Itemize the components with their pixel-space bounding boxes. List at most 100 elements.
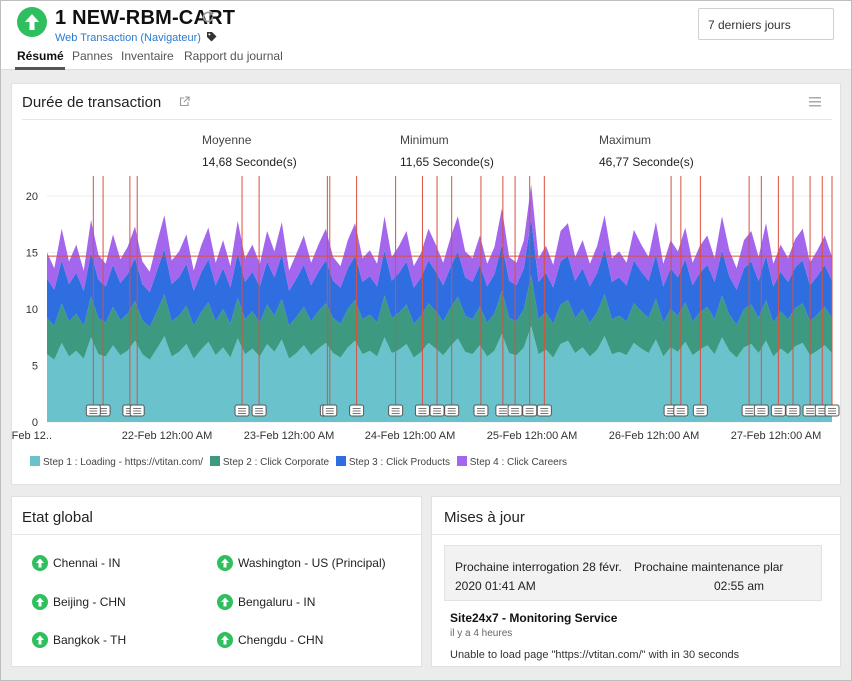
- stat-minimum: Minimum 11,65 Seconde(s): [400, 133, 494, 169]
- event-marker-icon[interactable]: [770, 404, 786, 417]
- panel-title: Etat global: [22, 509, 93, 526]
- transaction-duration-chart[interactable]: 0 5 10 15 20 -Feb 12.. 22-Feb 12h:00 AM 23-Feb …: [12, 174, 840, 444]
- event-marker-icon[interactable]: [692, 404, 708, 417]
- legend-item-step4[interactable]: Step 4 : Click Careers: [456, 456, 568, 468]
- event-marker-icon[interactable]: [251, 404, 267, 417]
- location-name: Washington - US (Principal): [238, 556, 386, 570]
- divider: [12, 534, 421, 535]
- legend-swatch: [456, 456, 467, 466]
- next-poll-line2: 2020 01:41 AM: [455, 579, 536, 593]
- tag-icon[interactable]: [206, 31, 217, 42]
- divider: [432, 534, 840, 535]
- x-tick-label: 22-Feb 12h:00 AM: [122, 430, 213, 442]
- refresh-icon[interactable]: [201, 10, 215, 24]
- x-tick-label: 23-Feb 12h:00 AM: [244, 430, 335, 442]
- period-select[interactable]: 7 derniers jours: [698, 8, 834, 40]
- stat-average: Moyenne 14,68 Seconde(s): [202, 133, 297, 169]
- location-chengdu[interactable]: Chengdu - CHN: [217, 632, 323, 648]
- next-maintenance-line1: Prochaine maintenance plar: [634, 560, 784, 574]
- legend-item-step1[interactable]: Step 1 : Loading - https://vtitan.com/: [30, 456, 203, 468]
- event-marker-icon[interactable]: [85, 404, 101, 417]
- location-bangkok[interactable]: Bangkok - TH: [32, 632, 126, 648]
- next-poll: Prochaine interrogation 28 févr. 2020 01…: [455, 558, 630, 596]
- next-maintenance: Prochaine maintenance plar 02:55 am: [634, 558, 819, 596]
- event-marker-icon[interactable]: [129, 404, 145, 417]
- y-tick-label: 20: [26, 191, 38, 203]
- event-marker-icon[interactable]: [673, 404, 689, 417]
- status-up-icon: [217, 594, 233, 610]
- update-title: Site24x7 - Monitoring Service: [450, 611, 618, 625]
- next-poll-line1: Prochaine interrogation 28 févr.: [455, 560, 622, 574]
- event-marker-icon[interactable]: [753, 404, 769, 417]
- y-tick-label: 10: [26, 304, 38, 316]
- panel-title: Durée de transaction: [22, 94, 162, 111]
- status-up-icon: [32, 632, 48, 648]
- event-marker-icon[interactable]: [234, 404, 250, 417]
- active-tab-indicator: [15, 67, 65, 70]
- area-series-step1: [47, 325, 832, 422]
- event-marker-icon[interactable]: [414, 404, 430, 417]
- y-tick-label: 0: [32, 417, 38, 429]
- monitor-header: 1 NEW-RBM-CART Web Transaction (Navigate…: [1, 1, 851, 70]
- event-marker-icon[interactable]: [473, 404, 489, 417]
- stat-label: Minimum: [400, 133, 449, 147]
- tab-rapport-journal[interactable]: Rapport du journal: [184, 49, 283, 63]
- panel-title: Mises à jour: [444, 509, 525, 526]
- stat-value: 46,77 Seconde(s): [599, 155, 694, 169]
- legend-item-step3[interactable]: Step 3 : Click Products: [335, 456, 450, 468]
- status-up-icon: [32, 594, 48, 610]
- updates-panel: Mises à jour Prochaine interrogation 28 …: [431, 496, 841, 667]
- chart-legend: Step 1 : Loading - https://vtitan.com/ S…: [30, 456, 571, 468]
- monitor-title: 1 NEW-RBM-CART: [55, 7, 236, 29]
- event-marker-icon[interactable]: [522, 404, 538, 417]
- event-marker-icon[interactable]: [507, 404, 523, 417]
- stat-value: 14,68 Seconde(s): [202, 155, 297, 169]
- menu-icon[interactable]: [809, 97, 821, 107]
- global-status-panel: Etat global Chennai - IN Washington - US…: [11, 496, 422, 667]
- location-name: Bangkok - TH: [53, 633, 127, 647]
- transaction-duration-panel: Durée de transaction Moyenne 14,68 Secon…: [11, 83, 841, 485]
- update-message: Unable to load page "https://vtitan.com/…: [450, 649, 740, 661]
- location-washington[interactable]: Washington - US (Principal): [217, 555, 386, 571]
- event-marker-icon[interactable]: [824, 404, 840, 417]
- update-timestamp: il y a 4 heures: [450, 628, 513, 639]
- next-maintenance-line2: 02:55 am: [714, 579, 765, 593]
- tab-resume[interactable]: Résumé: [17, 49, 64, 63]
- event-marker-icon[interactable]: [429, 404, 445, 417]
- legend-label: Step 3 : Click Products: [348, 457, 450, 468]
- event-marker-icon[interactable]: [802, 404, 818, 417]
- x-tick-label: -Feb 12..: [12, 430, 52, 442]
- x-tick-label: 27-Feb 12h:00 AM: [731, 430, 822, 442]
- stat-value: 11,65 Seconde(s): [400, 155, 494, 169]
- monitor-type-link[interactable]: Web Transaction (Navigateur): [55, 32, 201, 44]
- y-tick-label: 5: [32, 361, 38, 373]
- divider: [22, 119, 832, 120]
- location-beijing[interactable]: Beijing - CHN: [32, 594, 126, 610]
- event-marker-icon[interactable]: [495, 404, 511, 417]
- location-chennai[interactable]: Chennai - IN: [32, 555, 120, 571]
- event-marker-icon[interactable]: [349, 404, 365, 417]
- location-name: Chennai - IN: [53, 556, 121, 570]
- location-bengaluru[interactable]: Bengaluru - IN: [217, 594, 315, 610]
- event-marker-icon[interactable]: [785, 404, 801, 417]
- status-up-icon: [32, 555, 48, 571]
- stat-maximum: Maximum 46,77 Seconde(s): [599, 133, 694, 169]
- area-series-step3: [47, 218, 832, 328]
- legend-swatch: [335, 456, 346, 466]
- area-series-step4: [47, 184, 832, 292]
- legend-label: Step 4 : Click Careers: [469, 457, 568, 468]
- schedule-box: Prochaine interrogation 28 févr. 2020 01…: [444, 545, 822, 601]
- event-marker-icon[interactable]: [388, 404, 404, 417]
- event-marker-icon[interactable]: [322, 404, 338, 417]
- legend-swatch: [209, 456, 220, 466]
- tab-inventaire[interactable]: Inventaire: [121, 49, 174, 63]
- location-name: Chengdu - CHN: [238, 633, 324, 647]
- x-tick-label: 25-Feb 12h:00 AM: [487, 430, 578, 442]
- event-marker-icon[interactable]: [444, 404, 460, 417]
- event-marker-icon[interactable]: [536, 404, 552, 417]
- tab-pannes[interactable]: Pannes: [72, 49, 113, 63]
- legend-item-step2[interactable]: Step 2 : Click Corporate: [209, 456, 329, 468]
- stat-label: Moyenne: [202, 133, 252, 147]
- external-link-icon[interactable]: [179, 96, 190, 107]
- status-up-icon: [217, 555, 233, 571]
